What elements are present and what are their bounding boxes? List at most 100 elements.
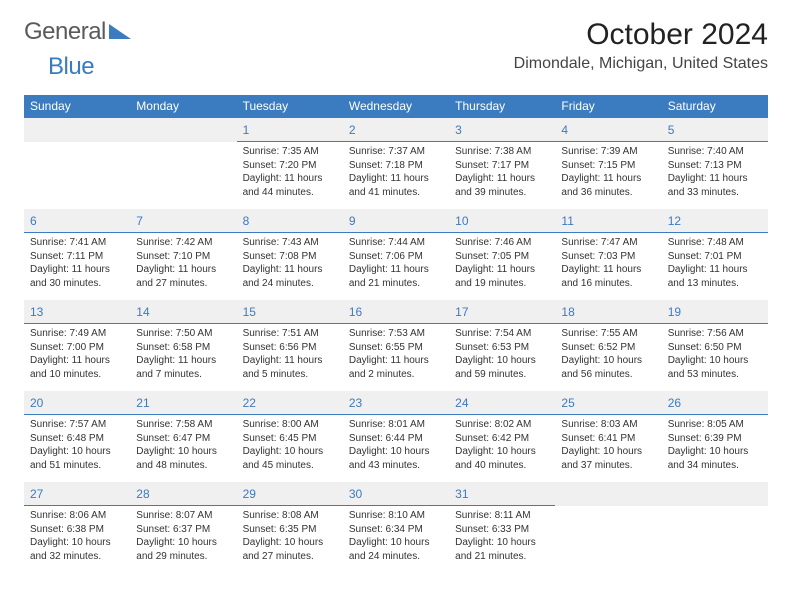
- day-cell: Sunrise: 8:11 AMSunset: 6:33 PMDaylight:…: [449, 506, 555, 573]
- daynum-cell: 16: [343, 300, 449, 324]
- sunset-text: Sunset: 6:55 PM: [349, 341, 443, 355]
- sunset-text: Sunset: 6:34 PM: [349, 523, 443, 537]
- daynum-cell: 18: [555, 300, 661, 324]
- sunrise-text: Sunrise: 7:43 AM: [243, 236, 337, 250]
- brand-part2: Blue: [48, 53, 94, 81]
- day-header: Wednesday: [343, 95, 449, 118]
- sunrise-text: Sunrise: 7:53 AM: [349, 327, 443, 341]
- sunrise-text: Sunrise: 7:48 AM: [668, 236, 762, 250]
- sunrise-text: Sunrise: 7:58 AM: [136, 418, 230, 432]
- daynum-cell: 29: [237, 482, 343, 506]
- day-number: 13: [30, 305, 43, 319]
- day-number: 10: [455, 214, 468, 228]
- day-cell: [555, 506, 661, 573]
- day-number: 31: [455, 487, 468, 501]
- daylight-text: Daylight: 10 hours and 53 minutes.: [668, 354, 762, 381]
- info-row: Sunrise: 8:06 AMSunset: 6:38 PMDaylight:…: [24, 506, 768, 573]
- day-number: 16: [349, 305, 362, 319]
- day-cell: Sunrise: 8:02 AMSunset: 6:42 PMDaylight:…: [449, 415, 555, 482]
- daynum-row: 27 282930 31: [24, 482, 768, 506]
- daynum-cell: 28: [130, 482, 236, 506]
- sunset-text: Sunset: 7:10 PM: [136, 250, 230, 264]
- daylight-text: Daylight: 10 hours and 45 minutes.: [243, 445, 337, 472]
- day-header: Friday: [555, 95, 661, 118]
- sunrise-text: Sunrise: 8:08 AM: [243, 509, 337, 523]
- sunrise-text: Sunrise: 8:00 AM: [243, 418, 337, 432]
- day-cell: Sunrise: 8:01 AMSunset: 6:44 PMDaylight:…: [343, 415, 449, 482]
- daynum-cell: 15: [237, 300, 343, 324]
- sunset-text: Sunset: 6:50 PM: [668, 341, 762, 355]
- day-cell: Sunrise: 7:37 AMSunset: 7:18 PMDaylight:…: [343, 142, 449, 209]
- sunset-text: Sunset: 6:37 PM: [136, 523, 230, 537]
- sunset-text: Sunset: 6:35 PM: [243, 523, 337, 537]
- day-cell: Sunrise: 7:38 AMSunset: 7:17 PMDaylight:…: [449, 142, 555, 209]
- day-cell: Sunrise: 7:53 AMSunset: 6:55 PMDaylight:…: [343, 324, 449, 391]
- sunset-text: Sunset: 7:13 PM: [668, 159, 762, 173]
- daynum-row: 13141516171819: [24, 300, 768, 324]
- daylight-text: Daylight: 10 hours and 51 minutes.: [30, 445, 124, 472]
- sunset-text: Sunset: 6:48 PM: [30, 432, 124, 446]
- day-cell: Sunrise: 7:35 AMSunset: 7:20 PMDaylight:…: [237, 142, 343, 209]
- day-cell: Sunrise: 8:03 AMSunset: 6:41 PMDaylight:…: [555, 415, 661, 482]
- day-number: 23: [349, 396, 362, 410]
- day-number: 3: [455, 123, 462, 137]
- sunrise-text: Sunrise: 8:05 AM: [668, 418, 762, 432]
- daylight-text: Daylight: 11 hours and 19 minutes.: [455, 263, 549, 290]
- sunset-text: Sunset: 6:39 PM: [668, 432, 762, 446]
- daynum-cell: 14: [130, 300, 236, 324]
- daynum-cell: 20: [24, 391, 130, 415]
- daynum-cell: 7: [130, 209, 236, 233]
- day-number: 27: [30, 487, 43, 501]
- day-cell: Sunrise: 7:44 AMSunset: 7:06 PMDaylight:…: [343, 233, 449, 300]
- daynum-cell: 27: [24, 482, 130, 506]
- sunset-text: Sunset: 6:38 PM: [30, 523, 124, 537]
- daylight-text: Daylight: 11 hours and 41 minutes.: [349, 172, 443, 199]
- sunset-text: Sunset: 7:20 PM: [243, 159, 337, 173]
- day-cell: Sunrise: 7:57 AMSunset: 6:48 PMDaylight:…: [24, 415, 130, 482]
- sunrise-text: Sunrise: 7:51 AM: [243, 327, 337, 341]
- day-number: 20: [30, 396, 43, 410]
- daynum-cell: 17: [449, 300, 555, 324]
- brand-part1: General: [24, 18, 106, 46]
- day-cell: Sunrise: 8:00 AMSunset: 6:45 PMDaylight:…: [237, 415, 343, 482]
- day-number: 21: [136, 396, 149, 410]
- daynum-cell: 30: [343, 482, 449, 506]
- sunrise-text: Sunrise: 8:02 AM: [455, 418, 549, 432]
- daylight-text: Daylight: 10 hours and 59 minutes.: [455, 354, 549, 381]
- daylight-text: Daylight: 10 hours and 24 minutes.: [349, 536, 443, 563]
- daylight-text: Daylight: 10 hours and 21 minutes.: [455, 536, 549, 563]
- daylight-text: Daylight: 10 hours and 29 minutes.: [136, 536, 230, 563]
- sunrise-text: Sunrise: 7:49 AM: [30, 327, 124, 341]
- info-row: Sunrise: 7:35 AMSunset: 7:20 PMDaylight:…: [24, 142, 768, 209]
- sunrise-text: Sunrise: 7:41 AM: [30, 236, 124, 250]
- page-title: October 2024: [514, 18, 768, 51]
- sunset-text: Sunset: 6:52 PM: [561, 341, 655, 355]
- info-row: Sunrise: 7:41 AMSunset: 7:11 PMDaylight:…: [24, 233, 768, 300]
- daynum-cell: 1: [237, 118, 343, 142]
- day-header: Monday: [130, 95, 236, 118]
- day-number: 12: [668, 214, 681, 228]
- sunrise-text: Sunrise: 7:46 AM: [455, 236, 549, 250]
- daynum-cell: 6: [24, 209, 130, 233]
- sunrise-text: Sunrise: 7:38 AM: [455, 145, 549, 159]
- daynum-cell: 21: [130, 391, 236, 415]
- daylight-text: Daylight: 11 hours and 36 minutes.: [561, 172, 655, 199]
- day-number: 15: [243, 305, 256, 319]
- sunrise-text: Sunrise: 7:50 AM: [136, 327, 230, 341]
- sunset-text: Sunset: 6:47 PM: [136, 432, 230, 446]
- sunrise-text: Sunrise: 8:07 AM: [136, 509, 230, 523]
- daylight-text: Daylight: 11 hours and 5 minutes.: [243, 354, 337, 381]
- sunset-text: Sunset: 7:18 PM: [349, 159, 443, 173]
- day-header: Saturday: [662, 95, 768, 118]
- daylight-text: Daylight: 11 hours and 30 minutes.: [30, 263, 124, 290]
- sunset-text: Sunset: 6:33 PM: [455, 523, 549, 537]
- sunrise-text: Sunrise: 7:57 AM: [30, 418, 124, 432]
- daylight-text: Daylight: 10 hours and 32 minutes.: [30, 536, 124, 563]
- daylight-text: Daylight: 11 hours and 39 minutes.: [455, 172, 549, 199]
- daynum-cell: 10: [449, 209, 555, 233]
- daynum-cell: 23: [343, 391, 449, 415]
- daylight-text: Daylight: 11 hours and 13 minutes.: [668, 263, 762, 290]
- daylight-text: Daylight: 11 hours and 7 minutes.: [136, 354, 230, 381]
- day-cell: Sunrise: 7:41 AMSunset: 7:11 PMDaylight:…: [24, 233, 130, 300]
- day-cell: Sunrise: 7:50 AMSunset: 6:58 PMDaylight:…: [130, 324, 236, 391]
